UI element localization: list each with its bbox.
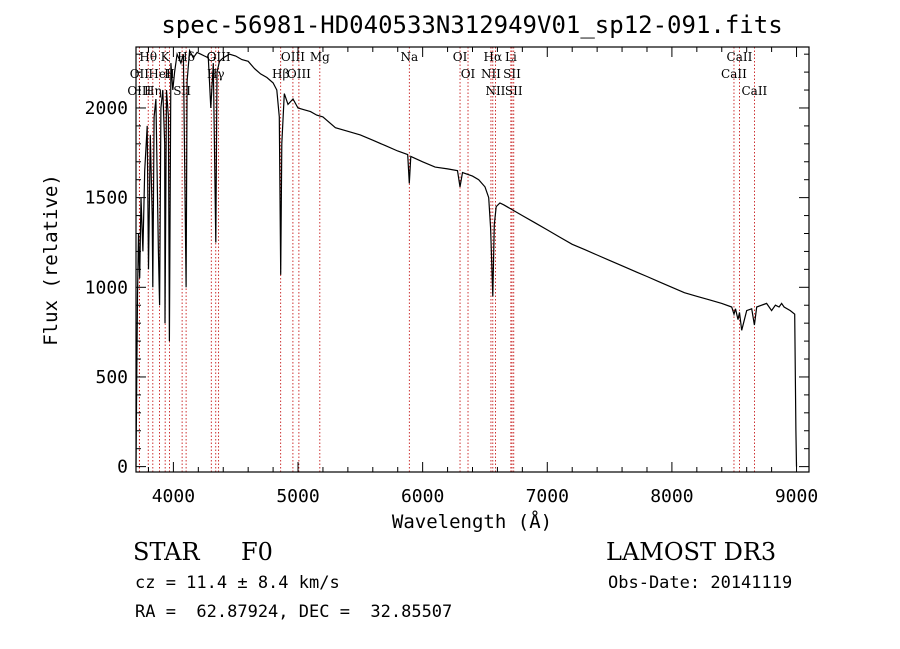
y-axis: 0 500 1000 1500 2000 bbox=[85, 53, 809, 478]
x-axis: 4000 5000 6000 7000 8000 9000 bbox=[147, 47, 818, 507]
line-label: Hα bbox=[484, 50, 503, 64]
x-axis-label: Wavelength (Å) bbox=[392, 510, 552, 533]
line-label: Hθ bbox=[139, 50, 157, 64]
y-tick-label: 2000 bbox=[85, 98, 128, 119]
line-label: CaII bbox=[741, 84, 767, 98]
line-label: OII bbox=[130, 67, 150, 81]
line-label: CaII bbox=[727, 50, 753, 64]
plot-frame bbox=[135, 46, 810, 473]
line-label: HeI bbox=[148, 67, 171, 81]
y-tick-label: 0 bbox=[117, 457, 128, 478]
line-label: G bbox=[206, 50, 216, 64]
line-label: Hβ bbox=[272, 67, 289, 81]
line-label: OIII bbox=[287, 67, 311, 81]
line-label: Li bbox=[505, 50, 517, 64]
chart-title: spec-56981-HD040533N312949V01_sp12-091.f… bbox=[161, 11, 782, 39]
line-label: SII bbox=[173, 84, 191, 98]
x-tick-label: 8000 bbox=[650, 486, 693, 507]
line-label: K bbox=[161, 50, 171, 64]
y-tick-label: 1000 bbox=[85, 277, 128, 298]
x-tick-label: 5000 bbox=[276, 486, 319, 507]
line-label: OIII bbox=[127, 84, 151, 98]
line-label: SII bbox=[503, 67, 521, 81]
spectrum-line bbox=[135, 48, 798, 467]
x-tick-label: 4000 bbox=[152, 486, 195, 507]
line-label: SII bbox=[505, 84, 523, 98]
coordinates: RA = 62.87924, DEC = 32.85507 bbox=[135, 602, 453, 622]
survey-name: LAMOST DR3 bbox=[606, 538, 777, 566]
line-label: OIII bbox=[207, 50, 231, 64]
line-label: Hη bbox=[144, 84, 162, 98]
x-tick-label: 6000 bbox=[401, 486, 444, 507]
line-label: H bbox=[164, 67, 174, 81]
y-axis-label: Flux (relative) bbox=[40, 174, 62, 346]
line-label: Hγ bbox=[207, 67, 225, 81]
redshift-cz: cz = 11.4 ± 8.4 km/s bbox=[135, 573, 340, 593]
line-label: OI bbox=[461, 67, 476, 81]
y-tick-label: 1500 bbox=[85, 188, 128, 209]
observation-date: Obs-Date: 20141119 bbox=[608, 573, 793, 593]
line-label: CaII bbox=[721, 67, 747, 81]
object-class: STAR bbox=[133, 538, 200, 566]
emission-line-markers bbox=[138, 47, 755, 472]
line-label: OI bbox=[453, 50, 468, 64]
object-subclass: F0 bbox=[241, 538, 273, 566]
line-label: OIII bbox=[281, 50, 305, 64]
x-tick-label: 9000 bbox=[775, 486, 818, 507]
line-label: NII bbox=[485, 84, 505, 98]
line-label: NII bbox=[481, 67, 501, 81]
x-tick-label: 7000 bbox=[526, 486, 569, 507]
line-label: Mg bbox=[310, 50, 330, 64]
line-label: Na bbox=[400, 50, 418, 64]
y-tick-label: 500 bbox=[95, 367, 128, 388]
